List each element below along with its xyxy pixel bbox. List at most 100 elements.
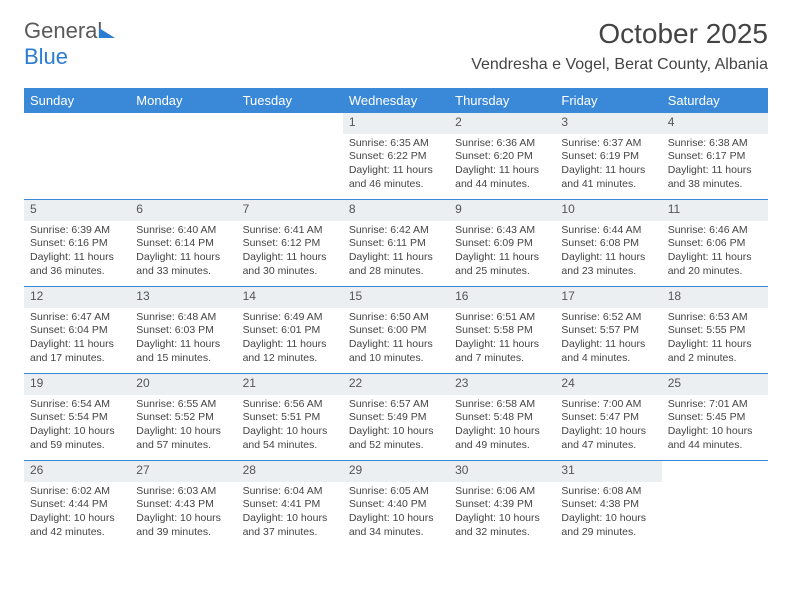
sunset-line: Sunset: 6:06 PM	[668, 237, 762, 251]
calendar-cell: 7Sunrise: 6:41 AMSunset: 6:12 PMDaylight…	[237, 200, 343, 286]
calendar-cell: 4Sunrise: 6:38 AMSunset: 6:17 PMDaylight…	[662, 113, 768, 199]
day-number	[24, 113, 130, 132]
day-number: 1	[343, 113, 449, 134]
daylight-line: Daylight: 11 hours and 20 minutes.	[668, 251, 762, 278]
calendar-week: 5Sunrise: 6:39 AMSunset: 6:16 PMDaylight…	[24, 199, 768, 286]
sunset-line: Sunset: 5:48 PM	[455, 411, 549, 425]
sunrise-line: Sunrise: 6:41 AM	[243, 224, 337, 238]
cell-body: Sunrise: 6:36 AMSunset: 6:20 PMDaylight:…	[449, 134, 555, 198]
sunrise-line: Sunrise: 6:48 AM	[136, 311, 230, 325]
day-number	[237, 113, 343, 132]
day-number: 22	[343, 374, 449, 395]
calendar-cell: 19Sunrise: 6:54 AMSunset: 5:54 PMDayligh…	[24, 374, 130, 460]
daylight-line: Daylight: 11 hours and 23 minutes.	[561, 251, 655, 278]
calendar-cell: 6Sunrise: 6:40 AMSunset: 6:14 PMDaylight…	[130, 200, 236, 286]
sunrise-line: Sunrise: 6:42 AM	[349, 224, 443, 238]
sunrise-line: Sunrise: 6:56 AM	[243, 398, 337, 412]
calendar-cell: 9Sunrise: 6:43 AMSunset: 6:09 PMDaylight…	[449, 200, 555, 286]
sunrise-line: Sunrise: 6:36 AM	[455, 137, 549, 151]
sunrise-line: Sunrise: 6:51 AM	[455, 311, 549, 325]
header: October 2025 Vendresha e Vogel, Berat Co…	[471, 18, 768, 74]
sunrise-line: Sunrise: 6:40 AM	[136, 224, 230, 238]
sunset-line: Sunset: 6:03 PM	[136, 324, 230, 338]
calendar-cell: 23Sunrise: 6:58 AMSunset: 5:48 PMDayligh…	[449, 374, 555, 460]
day-number: 13	[130, 287, 236, 308]
day-number: 26	[24, 461, 130, 482]
sunset-line: Sunset: 5:54 PM	[30, 411, 124, 425]
cell-body: Sunrise: 6:55 AMSunset: 5:52 PMDaylight:…	[130, 395, 236, 459]
daylight-line: Daylight: 11 hours and 4 minutes.	[561, 338, 655, 365]
logo-text-general: General	[24, 18, 102, 43]
cell-body: Sunrise: 6:49 AMSunset: 6:01 PMDaylight:…	[237, 308, 343, 372]
day-number: 14	[237, 287, 343, 308]
cell-body: Sunrise: 6:39 AMSunset: 6:16 PMDaylight:…	[24, 221, 130, 285]
day-number: 4	[662, 113, 768, 134]
sunset-line: Sunset: 6:11 PM	[349, 237, 443, 251]
sunrise-line: Sunrise: 6:04 AM	[243, 485, 337, 499]
cell-body: Sunrise: 6:48 AMSunset: 6:03 PMDaylight:…	[130, 308, 236, 372]
daylight-line: Daylight: 11 hours and 41 minutes.	[561, 164, 655, 191]
day-number: 17	[555, 287, 661, 308]
daylight-line: Daylight: 10 hours and 44 minutes.	[668, 425, 762, 452]
sunrise-line: Sunrise: 6:46 AM	[668, 224, 762, 238]
cell-body: Sunrise: 6:38 AMSunset: 6:17 PMDaylight:…	[662, 134, 768, 198]
calendar-cell: 1Sunrise: 6:35 AMSunset: 6:22 PMDaylight…	[343, 113, 449, 199]
sunrise-line: Sunrise: 6:50 AM	[349, 311, 443, 325]
calendar-cell: 16Sunrise: 6:51 AMSunset: 5:58 PMDayligh…	[449, 287, 555, 373]
calendar-cell: 28Sunrise: 6:04 AMSunset: 4:41 PMDayligh…	[237, 461, 343, 547]
calendar-cell: 10Sunrise: 6:44 AMSunset: 6:08 PMDayligh…	[555, 200, 661, 286]
daylight-line: Daylight: 11 hours and 15 minutes.	[136, 338, 230, 365]
cell-body: Sunrise: 6:52 AMSunset: 5:57 PMDaylight:…	[555, 308, 661, 372]
cell-body: Sunrise: 6:44 AMSunset: 6:08 PMDaylight:…	[555, 221, 661, 285]
cell-body: Sunrise: 6:40 AMSunset: 6:14 PMDaylight:…	[130, 221, 236, 285]
daylight-line: Daylight: 10 hours and 34 minutes.	[349, 512, 443, 539]
logo-text-blue: Blue	[24, 44, 68, 69]
calendar-cell	[662, 461, 768, 547]
daylight-line: Daylight: 11 hours and 30 minutes.	[243, 251, 337, 278]
calendar-cell: 26Sunrise: 6:02 AMSunset: 4:44 PMDayligh…	[24, 461, 130, 547]
cell-body: Sunrise: 6:42 AMSunset: 6:11 PMDaylight:…	[343, 221, 449, 285]
daylight-line: Daylight: 10 hours and 39 minutes.	[136, 512, 230, 539]
calendar-cell: 5Sunrise: 6:39 AMSunset: 6:16 PMDaylight…	[24, 200, 130, 286]
calendar-cell: 17Sunrise: 6:52 AMSunset: 5:57 PMDayligh…	[555, 287, 661, 373]
day-number: 29	[343, 461, 449, 482]
sunset-line: Sunset: 6:08 PM	[561, 237, 655, 251]
calendar-cell: 27Sunrise: 6:03 AMSunset: 4:43 PMDayligh…	[130, 461, 236, 547]
daylight-line: Daylight: 10 hours and 57 minutes.	[136, 425, 230, 452]
cell-body: Sunrise: 6:06 AMSunset: 4:39 PMDaylight:…	[449, 482, 555, 546]
sunrise-line: Sunrise: 7:00 AM	[561, 398, 655, 412]
cell-body: Sunrise: 7:00 AMSunset: 5:47 PMDaylight:…	[555, 395, 661, 459]
day-number: 2	[449, 113, 555, 134]
cell-body: Sunrise: 6:05 AMSunset: 4:40 PMDaylight:…	[343, 482, 449, 546]
calendar-cell: 14Sunrise: 6:49 AMSunset: 6:01 PMDayligh…	[237, 287, 343, 373]
cell-body: Sunrise: 6:35 AMSunset: 6:22 PMDaylight:…	[343, 134, 449, 198]
sunrise-line: Sunrise: 6:37 AM	[561, 137, 655, 151]
calendar-cell	[130, 113, 236, 199]
cell-body: Sunrise: 6:08 AMSunset: 4:38 PMDaylight:…	[555, 482, 661, 546]
day-number: 9	[449, 200, 555, 221]
daylight-line: Daylight: 11 hours and 36 minutes.	[30, 251, 124, 278]
calendar-cell: 8Sunrise: 6:42 AMSunset: 6:11 PMDaylight…	[343, 200, 449, 286]
day-number: 19	[24, 374, 130, 395]
cell-body: Sunrise: 6:51 AMSunset: 5:58 PMDaylight:…	[449, 308, 555, 372]
sunset-line: Sunset: 5:52 PM	[136, 411, 230, 425]
sunrise-line: Sunrise: 6:53 AM	[668, 311, 762, 325]
cell-body: Sunrise: 6:54 AMSunset: 5:54 PMDaylight:…	[24, 395, 130, 459]
sunset-line: Sunset: 5:45 PM	[668, 411, 762, 425]
sunset-line: Sunset: 4:41 PM	[243, 498, 337, 512]
day-number: 7	[237, 200, 343, 221]
cell-body: Sunrise: 6:02 AMSunset: 4:44 PMDaylight:…	[24, 482, 130, 546]
weekday-label: Friday	[555, 88, 661, 113]
sunset-line: Sunset: 6:19 PM	[561, 150, 655, 164]
sunset-line: Sunset: 6:09 PM	[455, 237, 549, 251]
day-number	[662, 461, 768, 480]
day-number: 11	[662, 200, 768, 221]
daylight-line: Daylight: 11 hours and 7 minutes.	[455, 338, 549, 365]
daylight-line: Daylight: 10 hours and 32 minutes.	[455, 512, 549, 539]
weekday-label: Monday	[130, 88, 236, 113]
sunset-line: Sunset: 6:04 PM	[30, 324, 124, 338]
cell-body: Sunrise: 6:57 AMSunset: 5:49 PMDaylight:…	[343, 395, 449, 459]
daylight-line: Daylight: 10 hours and 59 minutes.	[30, 425, 124, 452]
sunrise-line: Sunrise: 6:54 AM	[30, 398, 124, 412]
day-number: 21	[237, 374, 343, 395]
